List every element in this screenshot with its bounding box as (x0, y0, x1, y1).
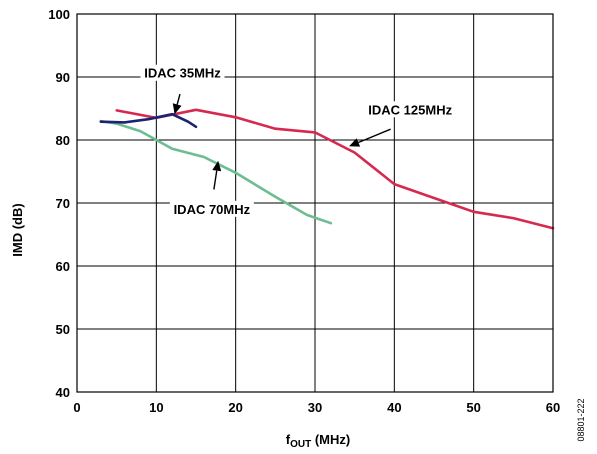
series-lines (99, 108, 555, 230)
series-line-idac-35mhz (99, 112, 198, 129)
series-line-idac-70mhz (99, 119, 333, 225)
y-tick-label: 100 (48, 7, 70, 22)
x-tick-label: 30 (308, 400, 322, 415)
y-tick-label: 40 (56, 385, 70, 400)
y-tick-label: 50 (56, 322, 70, 337)
x-tick-label: 0 (73, 400, 80, 415)
annotation-arrow-head (172, 103, 182, 115)
x-axis-title-subscript: OUT (290, 439, 311, 450)
annotation-background (364, 101, 456, 118)
x-axis-title-main: f (286, 432, 291, 447)
series-line-idac-125mhz (115, 108, 555, 230)
tick-labels: 0 10 20 30 40 50 60 40 50 60 70 80 90 100 (48, 7, 560, 415)
grid-lines (77, 14, 553, 392)
y-tick-label: 60 (56, 259, 70, 274)
x-tick-label: 50 (466, 400, 480, 415)
annotation-arrow-shaft (213, 170, 218, 190)
x-axis-title-unit: (MHz) (311, 432, 350, 447)
figure-id: 08801-222 (576, 398, 586, 441)
x-tick-label: 20 (228, 400, 242, 415)
annotation-arrow-shaft (358, 128, 391, 144)
annotation-idac-125mhz: IDAC 125MHz (368, 102, 452, 117)
annotation-arrow-shaft (176, 93, 181, 105)
annotation-idac-35mhz: IDAC 35MHz (144, 66, 221, 81)
annotation-arrow-head (212, 160, 222, 172)
y-tick-label: 80 (56, 133, 70, 148)
annotation-arrow-head (349, 138, 361, 147)
x-tick-label: 40 (387, 400, 401, 415)
x-tick-label: 60 (546, 400, 560, 415)
y-axis-title: IMD (dB) (10, 203, 25, 256)
y-tick-label: 70 (56, 196, 70, 211)
y-tick-label: 90 (56, 70, 70, 85)
annotation-idac-70mhz: IDAC 70MHz (174, 202, 251, 217)
series-annotations: IDAC 35MHz IDAC 70MHz IDAC 125MHz (140, 64, 456, 217)
x-tick-label: 10 (149, 400, 163, 415)
plot-area-frame (76, 13, 554, 393)
annotation-background (169, 200, 254, 217)
annotation-background (140, 64, 225, 81)
x-axis-title: fOUT (MHz) (286, 432, 350, 450)
